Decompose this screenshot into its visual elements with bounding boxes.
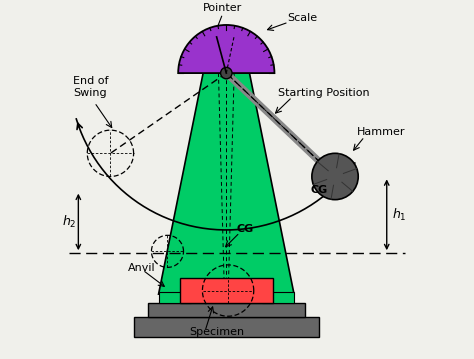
Text: Hammer: Hammer [356, 127, 405, 137]
Text: Scale: Scale [287, 13, 317, 23]
Text: Starting Position: Starting Position [278, 88, 370, 98]
Text: Anvil: Anvil [128, 263, 156, 273]
Bar [134, 317, 319, 337]
Text: CG: CG [310, 185, 328, 195]
Wedge shape [178, 25, 274, 73]
Text: End of
Swing: End of Swing [73, 76, 109, 98]
Polygon shape [159, 292, 191, 303]
Polygon shape [262, 292, 294, 303]
Text: CG: CG [237, 224, 254, 234]
Text: Pointer: Pointer [203, 3, 242, 13]
Bar [148, 303, 305, 317]
Circle shape [312, 153, 358, 200]
Circle shape [220, 67, 232, 79]
Text: $h_2$: $h_2$ [62, 214, 77, 230]
Polygon shape [159, 73, 294, 294]
Polygon shape [180, 278, 273, 303]
Text: Specimen: Specimen [189, 327, 244, 337]
Text: $h_1$: $h_1$ [392, 207, 407, 223]
